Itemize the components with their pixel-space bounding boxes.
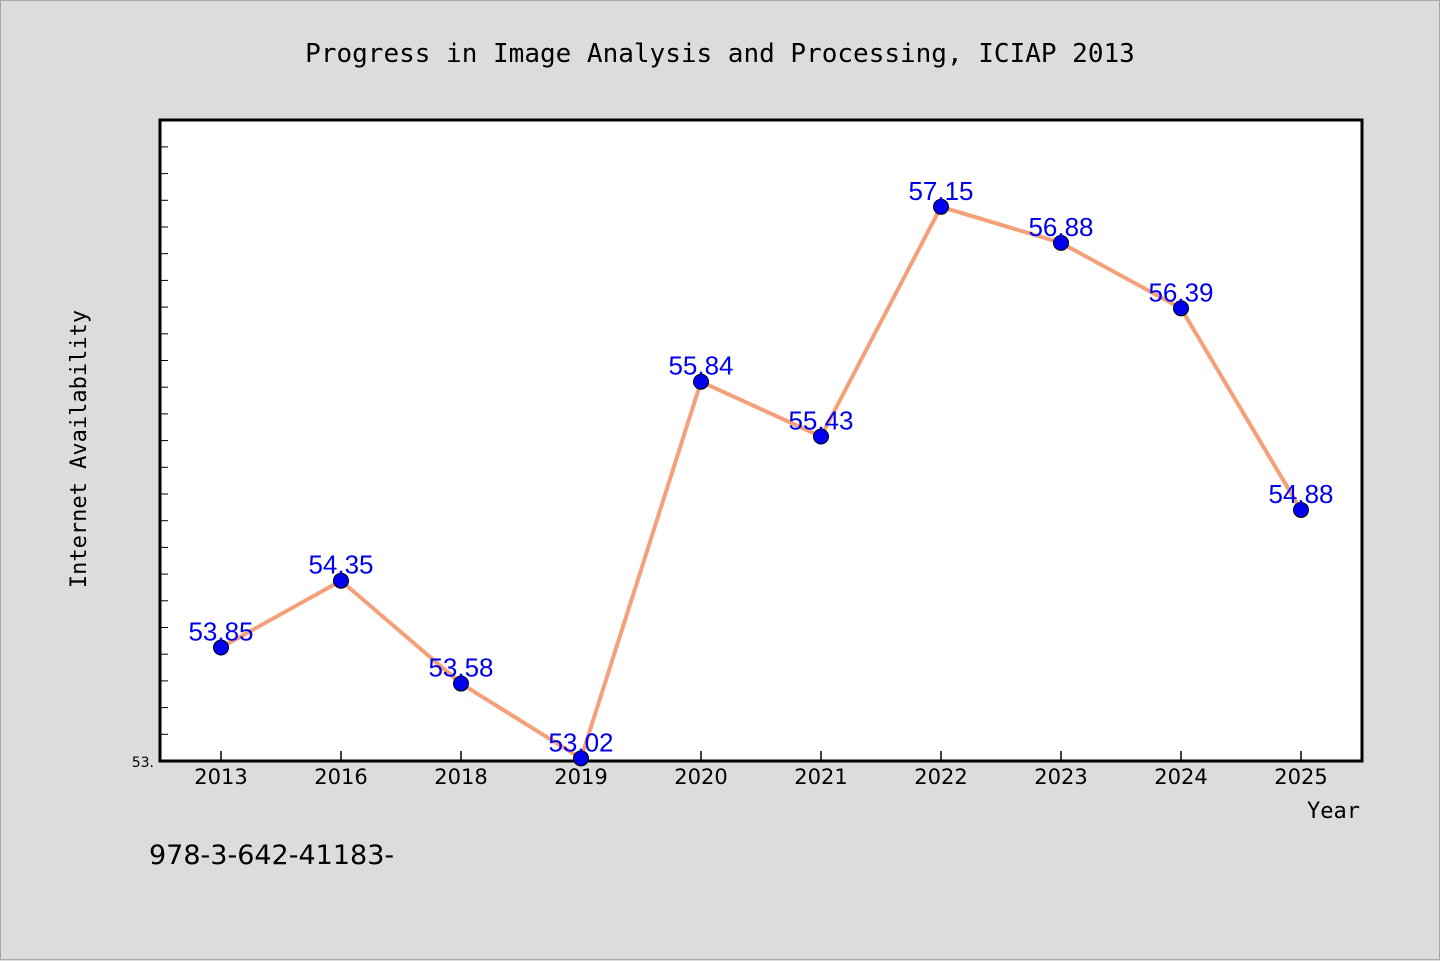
chart-title: Progress in Image Analysis and Processin…	[305, 39, 1135, 69]
data-label: 53.58	[428, 653, 493, 683]
data-point	[213, 639, 229, 656]
plot-area	[158, 118, 1364, 763]
series-line	[219, 204, 1303, 761]
data-point	[453, 675, 469, 692]
x-tick-label: 2019	[554, 765, 607, 789]
data-point	[693, 373, 709, 390]
y-axis-label: Internet Availability	[67, 310, 92, 588]
x-axis-label: Year	[1307, 799, 1360, 824]
data-point	[1293, 501, 1309, 518]
y-tick-label: 53.	[132, 755, 154, 771]
x-tick-label: 2025	[1274, 765, 1327, 789]
x-tick-label: 2021	[794, 765, 847, 789]
x-tick-label: 2020	[674, 765, 727, 789]
footer-isbn: 978-3-642-41183-	[149, 840, 394, 871]
x-tick-label: 2016	[314, 765, 367, 789]
data-label: 54.88	[1268, 479, 1333, 509]
x-axis: 2013 2016 2018 2019 2020 2021 2022 2023 2024 2025	[194, 751, 1328, 789]
data-label: 53.85	[188, 616, 253, 646]
x-tick-label: 2018	[434, 765, 487, 789]
data-label: 57.15	[908, 176, 973, 206]
data-point	[933, 198, 949, 215]
data-point	[813, 428, 829, 445]
data-point	[333, 572, 349, 589]
data-point	[1173, 300, 1189, 317]
y-axis-ticks	[160, 146, 168, 735]
data-point	[573, 750, 589, 767]
x-tick-label: 2013	[194, 765, 247, 789]
data-label: 56.88	[1028, 212, 1093, 242]
x-tick-label: 2024	[1154, 765, 1207, 789]
data-label: 55.43	[788, 405, 853, 435]
data-label: 54.35	[308, 550, 373, 580]
x-tick-label: 2022	[914, 765, 967, 789]
data-label: 53.02	[548, 727, 613, 757]
data-label: 56.39	[1148, 277, 1213, 307]
x-tick-label: 2023	[1034, 765, 1087, 789]
series-layer: 53.85 54.35 53.58 53.02 55.84 55.43 57.15 56.88…	[188, 176, 1334, 767]
data-label: 55.84	[668, 351, 733, 381]
data-point	[1053, 234, 1069, 251]
